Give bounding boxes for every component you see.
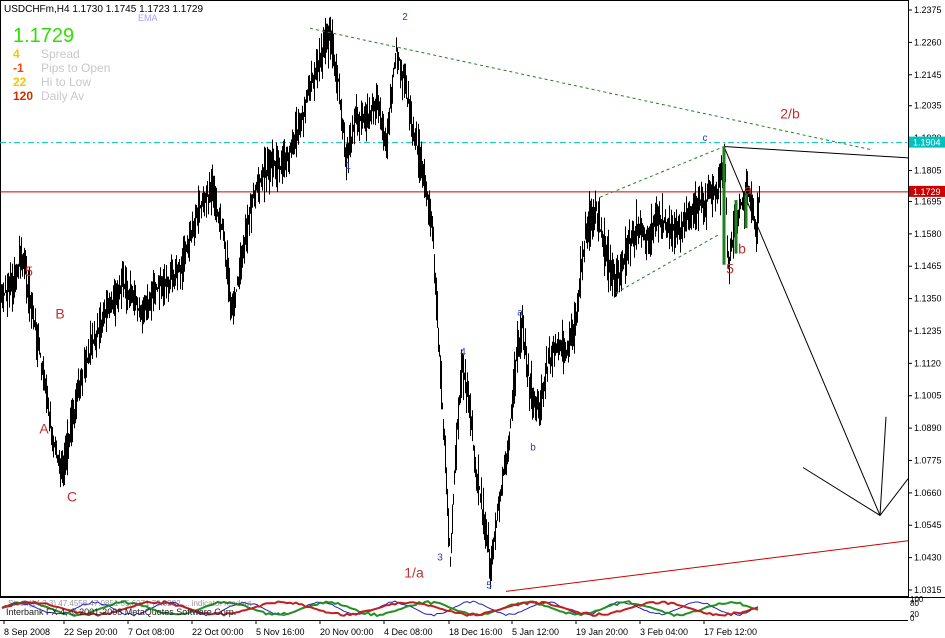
wave-label: a bbox=[517, 307, 523, 318]
analysis-lines bbox=[309, 27, 909, 592]
x-tick-label: 22 Oct 00:00 bbox=[192, 627, 244, 637]
y-tick-label: 1.1695 bbox=[914, 196, 942, 206]
y-axis: 1.23751.22601.21451.20351.19201.18051.16… bbox=[908, 5, 945, 595]
y-tick-label: 1.1580 bbox=[914, 229, 942, 239]
y-tick-label: 1.0890 bbox=[914, 423, 942, 433]
wave-label: a bbox=[744, 181, 752, 197]
oscillator-level-label: 100 bbox=[910, 595, 924, 604]
info-label: Daily Av bbox=[41, 89, 85, 103]
wave-label: 4 bbox=[460, 347, 466, 358]
indicator-tag: EMA bbox=[138, 13, 158, 23]
x-tick-label: 7 Oct 08:00 bbox=[128, 627, 175, 637]
info-value: 120 bbox=[13, 89, 34, 103]
oscillator-level-label: 0 bbox=[910, 614, 915, 623]
support-line bbox=[505, 540, 909, 592]
projection-path bbox=[723, 146, 887, 516]
wave-label: 2/b bbox=[780, 105, 800, 121]
wave-label: B bbox=[55, 305, 64, 321]
symbol-ohlc-header: USDCHFm,H4 1.1730 1.1745 1.1723 1.1729 bbox=[4, 4, 203, 15]
oscillator-line bbox=[1, 600, 759, 617]
wave-label: A bbox=[39, 421, 49, 437]
x-tick-label: 20 Nov 00:00 bbox=[320, 627, 374, 637]
info-label: Hi to Low bbox=[41, 75, 92, 89]
wave-label: 3 bbox=[437, 552, 443, 563]
x-tick-label: 8 Sep 2008 bbox=[4, 627, 50, 637]
y-tick-label: 1.1805 bbox=[914, 165, 942, 175]
y-tick-label: 1.0775 bbox=[914, 455, 942, 465]
wave-label: C bbox=[67, 488, 77, 504]
x-axis: 8 Sep 2008 22 Sep 20:00 7 Oct 08:00 22 Oct … bbox=[3, 620, 757, 637]
price-bars bbox=[0, 16, 760, 589]
info-row: -1 Pips to Open bbox=[13, 61, 110, 75]
y-tick-label: 1.2375 bbox=[914, 5, 942, 15]
price-series bbox=[0, 16, 760, 589]
x-tick-label: 17 Feb 12:00 bbox=[704, 627, 757, 637]
info-row: 22 Hi to Low bbox=[13, 75, 110, 89]
oscillator-level-label: 20 bbox=[910, 610, 919, 619]
wave-label: 1 bbox=[345, 161, 351, 172]
info-value: 22 bbox=[13, 75, 27, 89]
y-tick-label: 1.1465 bbox=[914, 261, 942, 271]
info-row: 4 Spread bbox=[13, 47, 110, 61]
wave-label: b bbox=[530, 443, 536, 454]
y-tick-label: 1.1235 bbox=[914, 326, 942, 336]
y-tick-label: 1.0430 bbox=[914, 553, 942, 563]
wave-label: 5 bbox=[486, 581, 492, 592]
y-tick-label: 1.1120 bbox=[914, 358, 941, 368]
y-tick-label: 1.1350 bbox=[914, 294, 942, 304]
current-price-display: 1.1729 bbox=[13, 25, 75, 47]
wave-label: c bbox=[703, 133, 708, 144]
x-tick-label: 22 Sep 20:00 bbox=[64, 627, 118, 637]
reference-lines bbox=[0, 142, 908, 193]
y-tick-label: 1.2260 bbox=[914, 37, 942, 47]
info-panel: 1.1729 4 Spread -1 Pips to Open 22 Hi to Low 1… bbox=[13, 25, 110, 103]
upper-trendline bbox=[309, 27, 871, 150]
projection-side-path bbox=[802, 467, 909, 517]
channel-top bbox=[599, 146, 725, 198]
wave-label: 5 bbox=[25, 263, 33, 279]
oscillator-level-label: 80 bbox=[910, 599, 919, 608]
info-label: Pips to Open bbox=[41, 61, 111, 75]
resistance-segment bbox=[723, 146, 909, 159]
current-price-label: 1.1729 bbox=[913, 187, 941, 197]
y-tick-label: 1.0315 bbox=[914, 585, 942, 595]
resistance-price-label: 1.1904 bbox=[913, 138, 941, 148]
y-tick-label: 1.0660 bbox=[914, 488, 942, 498]
copyright-text: Interbank FX 4, © 2001-2008 MetaQuotes S… bbox=[6, 607, 236, 617]
wave-label: 1/a bbox=[404, 564, 424, 580]
x-tick-label: 4 Dec 08:00 bbox=[384, 627, 433, 637]
wave-label: 2 bbox=[402, 12, 408, 23]
x-tick-label: 5 Jan 12:00 bbox=[512, 627, 559, 637]
wave-label: b bbox=[738, 241, 746, 257]
oscillator-line bbox=[1, 600, 759, 618]
x-tick-label: 19 Jan 20:00 bbox=[576, 627, 628, 637]
x-tick-label: 3 Feb 04:00 bbox=[640, 627, 688, 637]
info-value: -1 bbox=[13, 61, 24, 75]
x-tick-label: 18 Dec 16:00 bbox=[449, 627, 503, 637]
resistance-price-tag bbox=[909, 136, 945, 148]
wave-label: 5 bbox=[726, 260, 734, 276]
y-tick-label: 1.1005 bbox=[914, 391, 942, 401]
channel-bottom bbox=[615, 233, 721, 294]
y-tick-label: 1.2035 bbox=[914, 101, 942, 111]
info-label: Spread bbox=[41, 47, 80, 61]
current-price-tag bbox=[909, 185, 945, 197]
info-value: 4 bbox=[13, 47, 20, 61]
x-tick-label: 5 Nov 16:00 bbox=[256, 627, 305, 637]
y-tick-label: 1.0545 bbox=[914, 520, 942, 530]
y-tick-label: 1.2145 bbox=[914, 70, 942, 80]
info-row: 120 Daily Av bbox=[13, 89, 110, 103]
oscillator-readout: Stoch(14,3,3) 47.4558 47.0851 55.6071 70… bbox=[8, 599, 252, 608]
